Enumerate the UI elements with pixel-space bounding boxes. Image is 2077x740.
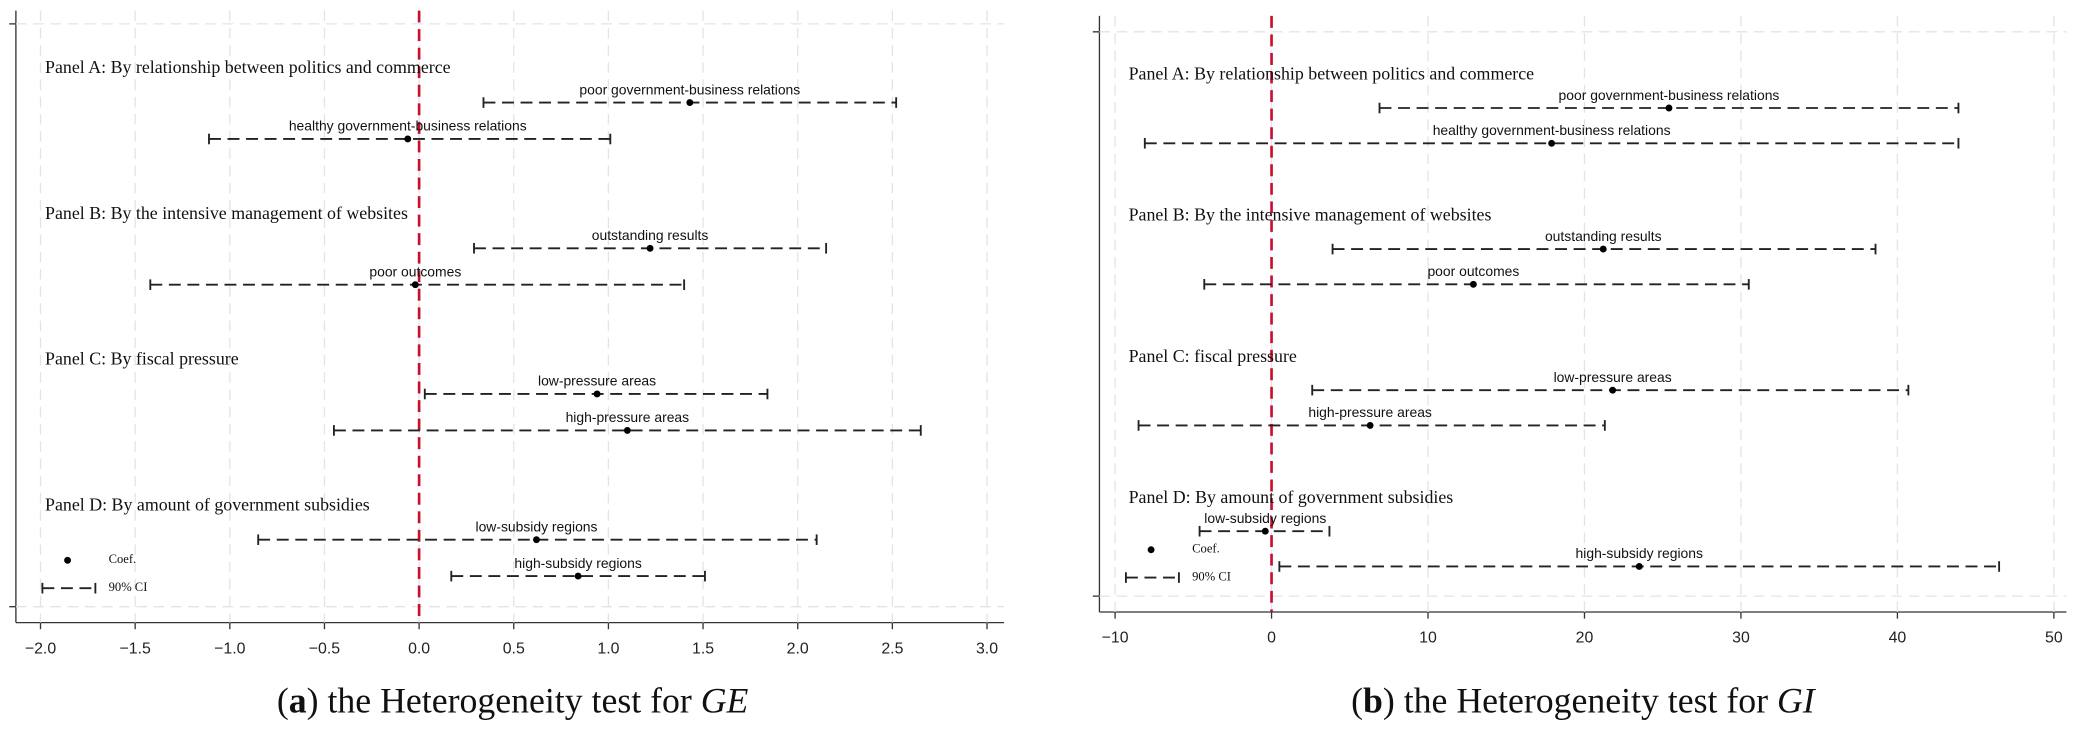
legend-label: 90% CI — [1192, 569, 1231, 583]
caption-part: a — [289, 681, 307, 721]
item-label: high-subsidy regions — [514, 555, 641, 571]
coef-point — [1599, 245, 1607, 253]
coef-point — [411, 281, 419, 289]
legend-label: 90% CI — [109, 580, 148, 594]
x-tick-label: 40 — [1889, 630, 1907, 647]
caption-part: ) the Heterogeneity test for — [307, 681, 701, 721]
coef-plot: −10 0 10 20 30 40 50 Panel A: By relationship b… — [1092, 15, 2067, 721]
legend-label: Coef. — [1192, 542, 1220, 556]
x-tick-label: 0 — [1267, 630, 1276, 647]
caption-part: b — [1363, 681, 1383, 721]
item-label: healthy government-business relations — [1433, 122, 1671, 138]
caption-part: ) the Heterogeneity test for — [1383, 681, 1777, 721]
item-label: high-subsidy regions — [1576, 545, 1703, 561]
x-tick-label: −0.5 — [309, 640, 341, 657]
caption: (a) the Heterogeneity test for GE — [277, 681, 749, 721]
panel-title: Panel B: By the intensive management of … — [45, 203, 408, 223]
panel-title: Panel A: By relationship between politic… — [1129, 64, 1535, 84]
x-tick-label: 3.0 — [976, 640, 998, 657]
item-label: low-subsidy regions — [475, 518, 597, 534]
coef-point — [574, 572, 582, 580]
panel-title: Panel C: fiscal pressure — [1129, 346, 1297, 366]
coef-point — [533, 536, 540, 544]
coef-plot: −2.0 −1.5 −1.0 −0.5 0.0 0.5 1.0 1.5 2.0 2.5 3.0 Pan… — [9, 10, 1005, 721]
x-tick-label: −1.5 — [119, 640, 151, 657]
coef-point — [1548, 139, 1556, 147]
coef-point — [623, 426, 631, 434]
coef-point — [646, 244, 654, 252]
coef-point — [1261, 527, 1269, 535]
caption-part: GE — [701, 681, 749, 721]
item-label: outstanding results — [1545, 228, 1662, 244]
coef-point — [404, 135, 412, 143]
item-label: poor government-business relations — [579, 81, 800, 97]
coef-point — [1635, 563, 1643, 570]
x-tick-label: 50 — [2045, 630, 2063, 647]
coef-point — [1609, 386, 1617, 394]
panel-title: Panel D: By amount of government subsidi… — [45, 494, 370, 514]
legend-coef-symbol — [64, 556, 71, 564]
item-label: low-pressure areas — [538, 373, 656, 389]
x-tick-label: 10 — [1419, 630, 1437, 647]
item-label: healthy government-business relations — [289, 118, 527, 134]
caption-part: ( — [1351, 681, 1363, 721]
panel-title: Panel B: By the intensive management of … — [1129, 205, 1492, 225]
x-tick-label: −1.0 — [214, 640, 246, 657]
coef-point — [686, 99, 694, 107]
item-label: high-pressure areas — [1308, 404, 1432, 420]
panel-title: Panel C: By fiscal pressure — [45, 349, 239, 369]
x-tick-label: 2.0 — [787, 640, 809, 657]
item-label: outstanding results — [592, 227, 709, 243]
coef-point — [1366, 421, 1374, 429]
x-tick-label: 2.5 — [881, 640, 903, 657]
item-label: low-subsidy regions — [1204, 510, 1326, 526]
caption-part: GI — [1777, 681, 1817, 721]
coef-point — [1665, 104, 1673, 112]
x-tick-label: 1.5 — [692, 640, 714, 657]
item-label: poor outcomes — [369, 263, 461, 279]
panel-title: Panel A: By relationship between politic… — [45, 57, 451, 77]
panel-title: Panel D: By amount of government subsidi… — [1129, 487, 1454, 507]
item-label: poor outcomes — [1427, 263, 1519, 279]
coef-point — [1469, 280, 1477, 288]
x-tick-label: 0.5 — [503, 640, 525, 657]
coef-point — [593, 390, 601, 398]
item-label: poor government-business relations — [1559, 87, 1780, 103]
legend-label: Coef. — [109, 552, 137, 566]
x-tick-label: −10 — [1102, 630, 1129, 647]
item-label: high-pressure areas — [566, 409, 690, 425]
caption-part: ( — [277, 681, 289, 721]
item-label: low-pressure areas — [1554, 369, 1672, 385]
x-tick-label: 30 — [1732, 630, 1750, 647]
x-tick-label: 20 — [1576, 630, 1594, 647]
caption: (b) the Heterogeneity test for GI — [1351, 681, 1817, 721]
x-tick-label: −2.0 — [25, 640, 57, 657]
x-tick-label: 0.0 — [408, 640, 430, 657]
x-tick-label: 1.0 — [597, 640, 619, 657]
legend-coef-symbol — [1147, 546, 1155, 554]
